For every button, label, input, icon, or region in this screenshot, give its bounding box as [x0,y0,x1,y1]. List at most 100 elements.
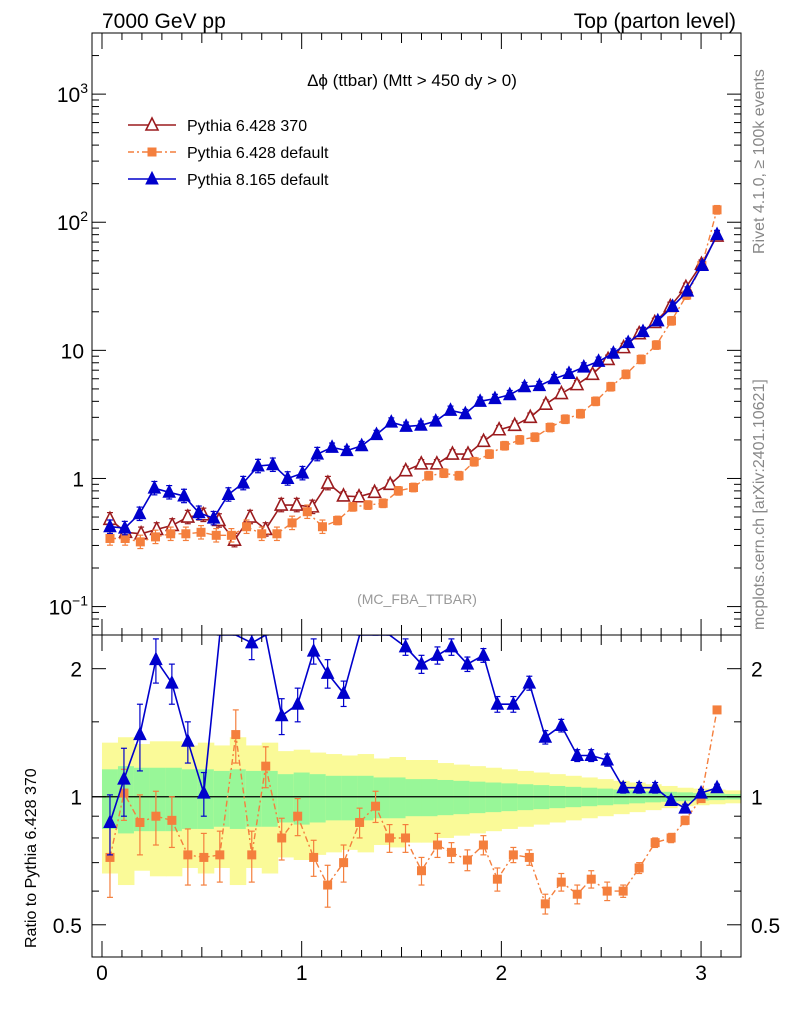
data-point [318,522,327,531]
data-point [533,379,545,391]
data-point [134,507,146,519]
data-point [470,457,479,466]
rivet-label: Rivet 4.1.0, ≥ 100k events [751,69,768,254]
ratio-point [667,833,676,842]
data-point [267,458,279,470]
ratio-point [417,866,426,875]
data-point [524,410,536,422]
data-point [621,370,630,379]
data-point [363,501,372,510]
ratio-y-tick-label-right: 1 [751,787,763,810]
y-tick-label: 102 [57,208,88,235]
data-point [606,382,615,391]
data-point [485,450,494,459]
data-point [227,531,236,540]
legend: Pythia 6.428 370Pythia 6.428 defaultPyth… [128,118,329,189]
ratio-point [231,730,240,739]
data-point [430,414,442,426]
data-point [222,487,234,499]
ratio-y-axis-label: Ratio to Pythia 6.428 370 [23,768,40,948]
ratio-point [182,734,194,746]
legend-marker [148,148,157,157]
ratio-point [509,850,518,859]
ratio-point [276,709,288,721]
ratio-point [541,899,550,908]
band-inner [406,779,422,816]
data-point [431,457,443,469]
ratio-point [523,676,535,688]
band-inner [469,782,485,813]
data-point [242,522,251,531]
plot-root: 7000 GeV pp Top (parton level) Rivet 4.1… [0,0,786,1024]
ratio-point [401,833,410,842]
data-point [446,447,458,459]
series-1 [105,205,721,548]
band-inner [390,777,406,818]
ratio-point [308,644,320,656]
header-right-label: Top (parton level) [574,10,736,33]
series-0 [104,229,723,547]
ratio-point [539,730,551,742]
data-point [257,529,266,538]
ratio-point [371,802,380,811]
data-point [151,532,160,541]
x-tick-label: 1 [296,962,308,985]
data-point [379,499,388,508]
data-point [303,507,312,516]
ratio-point [571,749,583,761]
band-inner [326,776,342,821]
data-point [593,354,605,366]
data-point [652,341,661,350]
ratio-point [619,887,628,896]
ratio-point [339,858,348,867]
data-point [136,537,145,546]
x-tick-label: 2 [496,962,508,985]
ratio-point [711,781,723,793]
ratio-y-tick-label-right: 0.5 [751,915,780,938]
band-inner [310,774,326,822]
ratio-point [277,833,286,842]
data-point [637,355,646,364]
data-point [394,486,403,495]
data-point [212,531,221,540]
data-point [439,469,448,478]
data-point [546,423,555,432]
ratio-point [463,856,472,865]
band-inner [278,774,294,822]
y-tick-label: 10 [61,340,84,363]
data-point [348,502,357,511]
data-point [333,516,342,525]
ratio-point [477,648,489,660]
chart-title: Δϕ (ttbar) (Mtt > 450 dy > 0) [307,71,517,90]
data-point [555,387,567,399]
data-point [530,433,539,442]
ratio-point [355,818,364,827]
ratio-plot-area [92,635,742,914]
ratio-point [431,648,443,660]
band-inner [342,776,358,821]
band-inner [182,769,198,829]
band-inner [246,771,262,827]
ratio-point [309,853,318,862]
ratio-point [587,875,596,884]
data-point [370,428,382,440]
y-tick-label: 1 [72,468,84,491]
ratio-point [479,841,488,850]
ratio-point [150,653,162,665]
chart-canvas: 7000 GeV pp Top (parton level) Rivet 4.1… [0,0,786,1024]
data-point [515,435,524,444]
x-tick-label: 3 [695,962,707,985]
data-point [409,483,418,492]
ratio-y-tick-label: 2 [70,659,82,682]
data-point [445,403,457,415]
ratio-point [261,762,270,771]
data-point [166,529,175,538]
ratio-point [713,705,722,714]
ratio-point [681,816,690,825]
data-point [181,529,190,538]
ratio-point [151,812,160,821]
ratio-point [493,875,502,884]
data-point [275,498,287,510]
data-point [166,518,178,530]
legend-label: Pythia 6.428 370 [187,118,307,135]
